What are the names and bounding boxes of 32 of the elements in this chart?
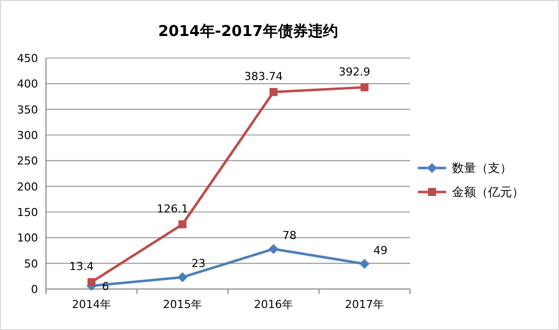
data-label: 13.4 — [69, 260, 94, 274]
point — [178, 220, 186, 228]
data-label: 126.1 — [156, 202, 188, 216]
y-tick-label: 300 — [17, 129, 38, 142]
data-label: 383.74 — [244, 70, 283, 84]
y-tick-label: 450 — [17, 52, 38, 65]
x-tick-label: 2014年 — [72, 298, 111, 311]
point — [360, 258, 370, 269]
point — [360, 83, 368, 92]
data-label: 392.9 — [338, 65, 370, 78]
x-tick-label: 2016年 — [254, 298, 293, 311]
y-tick-label: 200 — [17, 180, 38, 194]
y-tick-label: 250 — [17, 154, 38, 168]
x-tick-label: 2015年 — [163, 298, 202, 311]
x-tick-label: 2017年 — [345, 298, 384, 311]
data-label: 78 — [282, 228, 296, 242]
y-tick-label: 50 — [24, 257, 38, 270]
y-tick-label: 350 — [17, 103, 38, 116]
point — [268, 244, 278, 254]
legend-label: 金额（亿元） — [452, 185, 524, 199]
point — [178, 272, 188, 282]
data-label: 23 — [192, 257, 206, 270]
y-tick-label: 400 — [17, 78, 38, 91]
point — [270, 88, 278, 96]
legend-label: 数量（支） — [452, 161, 512, 175]
data-label: 6 — [102, 280, 109, 293]
chart-title: 2014年-2017年债券违约 — [158, 22, 338, 40]
y-tick-label: 0 — [31, 283, 38, 296]
y-tick-label: 150 — [17, 206, 38, 219]
point — [88, 278, 96, 286]
y-tick-label: 100 — [17, 232, 38, 245]
data-label: 49 — [374, 244, 388, 257]
